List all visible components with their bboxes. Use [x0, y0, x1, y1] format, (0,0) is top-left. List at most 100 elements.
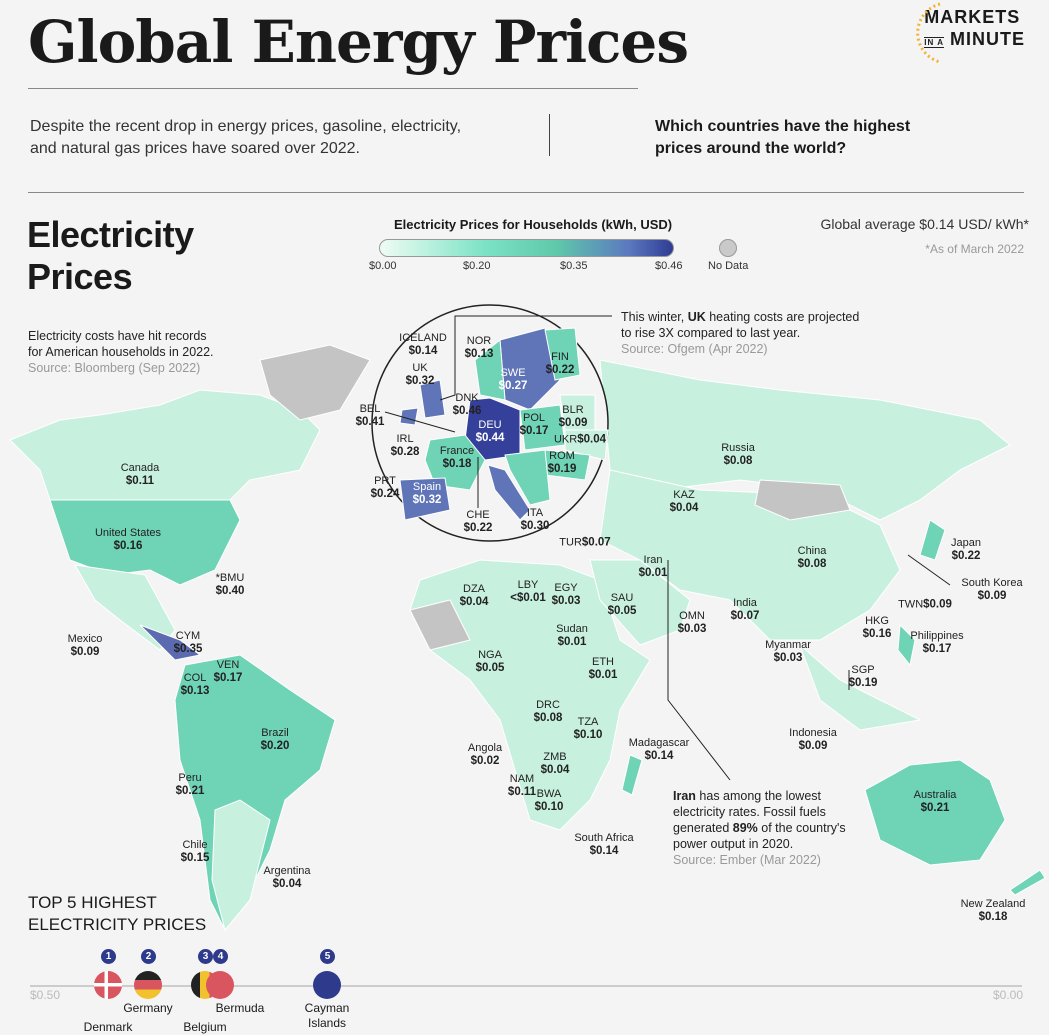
country-label: PRT $0.24 [371, 475, 400, 501]
top5-country-name: Belgium [183, 1020, 227, 1034]
chile-argentina-shape [211, 799, 271, 932]
country-label: ROM $0.19 [548, 450, 577, 476]
country-label: BEL $0.41 [356, 403, 385, 429]
country-price: $0.21 [920, 802, 950, 814]
country-label: DNK $0.46 [453, 392, 482, 418]
country-price: $0.11 [125, 475, 155, 487]
country-name: ICELAND [399, 332, 447, 344]
country-label: Iran $0.01 [639, 554, 668, 580]
country-name: Angola [467, 742, 503, 754]
flag-icon [134, 971, 162, 999]
logo-text: IN A [924, 37, 944, 48]
logo-text: MARKETS [924, 7, 1021, 27]
central-america-shape [139, 624, 202, 661]
country-price: $0.18 [442, 458, 472, 470]
rank-badge: 5 [320, 949, 335, 964]
country-label: France $0.18 [440, 445, 474, 471]
country-name: *BMU [215, 572, 245, 584]
country-name: TWN [898, 598, 924, 611]
country-label: ICELAND $0.14 [399, 332, 447, 358]
no-data-swatch [719, 239, 737, 257]
country-price: $0.01 [638, 567, 668, 579]
country-name: South Africa [574, 832, 634, 844]
flag-icon [94, 971, 122, 999]
nz-shape [1009, 869, 1046, 896]
australia-shape [864, 759, 1006, 866]
country-price: $0.07 [730, 610, 760, 622]
country-name: ROM [549, 450, 575, 462]
country-name: TZA [577, 716, 599, 728]
country-price: $0.41 [355, 416, 385, 428]
country-name: PRT [374, 475, 396, 487]
axis-right-label: $0.00 [992, 988, 1023, 1002]
country-label: Philippines $0.17 [910, 630, 963, 656]
rank-badge: 3 [198, 949, 213, 964]
country-price: $0.16 [113, 540, 143, 552]
country-name: KAZ [673, 489, 695, 501]
country-label: IRL $0.28 [391, 433, 420, 459]
country-label: Spain $0.32 [413, 481, 442, 507]
section-title: Electricity Prices [27, 214, 194, 298]
axis-left-label: $0.50 [30, 988, 61, 1002]
country-label: Angola $0.02 [468, 742, 502, 768]
country-label: LBY <$0.01 [510, 579, 546, 605]
philippines-shape [897, 623, 916, 667]
country-price: $0.22 [545, 364, 575, 376]
country-name: UKR [553, 433, 578, 446]
country-name: DNK [455, 392, 479, 404]
country-label: NAM $0.11 [508, 773, 536, 799]
note-line: to rise 3X compared to last year. [621, 326, 801, 340]
country-price: $0.02 [470, 755, 500, 767]
rank-badge: 2 [141, 949, 156, 964]
flag-icon [206, 971, 234, 999]
country-label: KAZ $0.04 [670, 489, 699, 515]
country-price: $0.09 [977, 590, 1007, 602]
country-name: Myanmar [765, 639, 811, 651]
country-price: $0.10 [573, 729, 603, 741]
country-label: Japan $0.22 [951, 537, 981, 563]
greenland-shape [259, 344, 371, 421]
country-price: $0.09 [798, 740, 828, 752]
note-text: of the country's [757, 821, 846, 835]
country-name: UK [412, 362, 428, 374]
madagascar-shape [621, 754, 643, 796]
section-title-line: Electricity [27, 214, 194, 255]
country-name: SAU [610, 592, 634, 604]
country-label: TZA $0.10 [574, 716, 603, 742]
rank-badge: 4 [213, 949, 228, 964]
note-bold: Iran [673, 789, 696, 803]
country-label: Mexico $0.09 [68, 633, 103, 659]
country-name: NOR [466, 335, 492, 347]
country-name: Japan [951, 537, 981, 549]
country-label: Myanmar $0.03 [765, 639, 811, 665]
country-price: $0.18 [978, 911, 1008, 923]
country-label: TUR$0.07 [559, 537, 610, 550]
country-label: Madagascar $0.14 [629, 737, 690, 763]
top5-axis [30, 985, 1022, 987]
rank-badge: 1 [101, 949, 116, 964]
country-name: DRC [536, 699, 560, 711]
country-label: Australia $0.21 [914, 789, 957, 815]
country-name: NAM [509, 773, 535, 785]
country-name: BLR [562, 404, 584, 416]
country-label: ZMB $0.04 [541, 751, 570, 777]
legend-title: Electricity Prices for Households (kWh, … [394, 217, 673, 232]
country-label: DEU $0.44 [476, 419, 505, 445]
country-price: $0.08 [723, 455, 753, 467]
country-price: $0.03 [677, 623, 707, 635]
country-name: CHE [466, 509, 490, 521]
country-label: DZA $0.04 [460, 583, 489, 609]
country-label: COL $0.13 [181, 672, 210, 698]
country-name: SGP [851, 664, 875, 676]
country-name: ETH [592, 656, 614, 668]
country-label: SGP $0.19 [849, 664, 878, 690]
flag-icon [313, 971, 341, 999]
country-price: $0.03 [773, 652, 803, 664]
country-price: $0.28 [390, 446, 420, 458]
country-label: BWA $0.10 [535, 788, 564, 814]
top5-title: TOP 5 HIGHEST ELECTRICITY PRICES [28, 892, 206, 936]
note-text: heating costs are projected [705, 310, 860, 324]
country-name: VEN [216, 659, 240, 671]
country-label: CYM $0.35 [174, 630, 203, 656]
top5-country-name: Germany [123, 1001, 173, 1015]
